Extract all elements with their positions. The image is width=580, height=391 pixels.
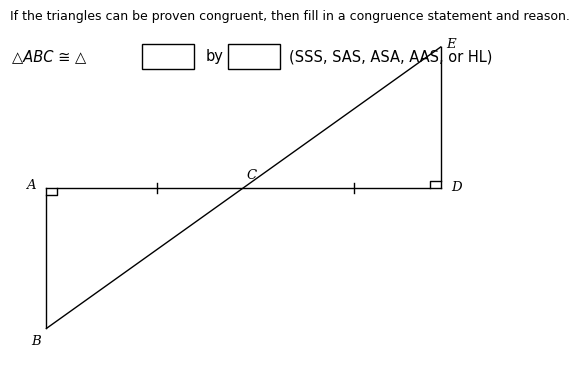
Text: D: D xyxy=(451,181,462,194)
Bar xyxy=(142,44,194,69)
Text: E: E xyxy=(446,38,456,51)
Text: (SSS, SAS, ASA, AAS, or HL): (SSS, SAS, ASA, AAS, or HL) xyxy=(289,49,492,64)
Text: △ABC ≅ △: △ABC ≅ △ xyxy=(12,49,86,64)
Bar xyxy=(228,44,280,69)
Text: C: C xyxy=(246,169,256,182)
Text: If the triangles can be proven congruent, then fill in a congruence statement an: If the triangles can be proven congruent… xyxy=(10,10,570,23)
Text: B: B xyxy=(31,335,41,348)
Text: by: by xyxy=(206,49,224,64)
Text: A: A xyxy=(26,179,36,192)
